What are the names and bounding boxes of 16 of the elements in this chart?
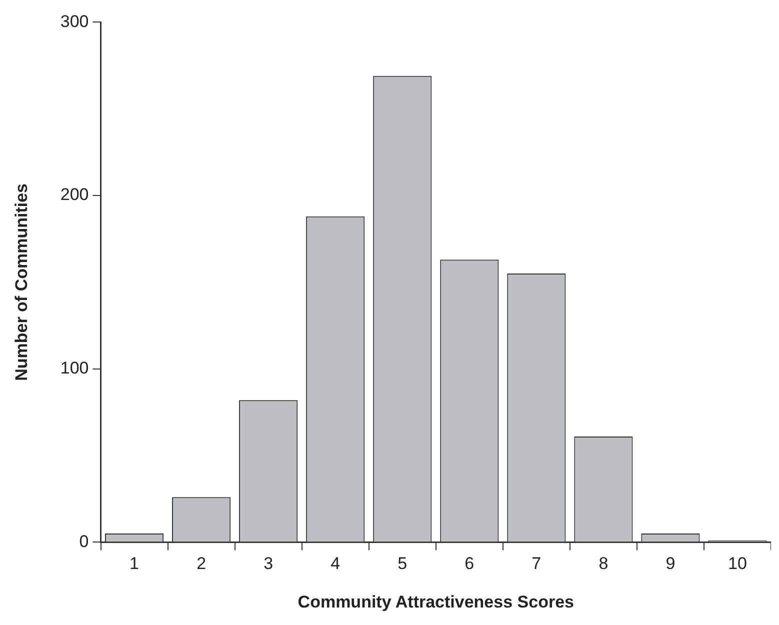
x-axis-title: Community Attractiveness Scores <box>298 592 574 612</box>
x-tick-label: 4 <box>330 554 340 574</box>
x-tick-label: 9 <box>666 554 676 574</box>
x-tick-label: 8 <box>598 554 608 574</box>
x-tick-label: 1 <box>130 554 140 574</box>
x-tick-label: 10 <box>728 554 747 574</box>
x-tick-label: 5 <box>398 554 408 574</box>
x-tick-label: 3 <box>264 554 274 574</box>
y-tick-label: 300 <box>60 12 89 31</box>
y-axis-title: Number of Communities <box>12 183 31 381</box>
x-tick-label: 6 <box>464 554 474 574</box>
y-tick-label: 0 <box>79 532 89 551</box>
x-tick-label: 7 <box>532 554 542 574</box>
y-tick-label: 200 <box>60 185 89 204</box>
y-tick-label: 100 <box>60 358 89 378</box>
x-tick-label: 2 <box>196 554 206 574</box>
